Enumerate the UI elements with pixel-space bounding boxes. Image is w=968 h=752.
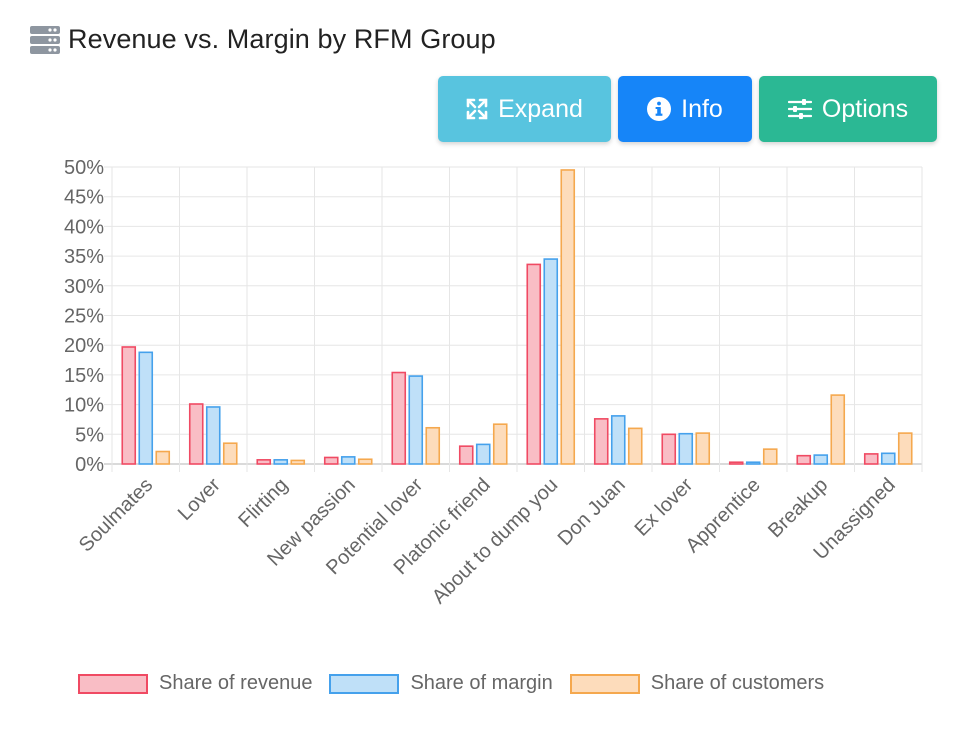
- legend-item-margin[interactable]: Share of margin: [329, 672, 553, 695]
- x-tick-label: Lover: [174, 474, 225, 525]
- bar-share-of-margin: [205, 406, 221, 465]
- bar-share-of-margin: [745, 461, 761, 465]
- bar-share-of-margin: [475, 443, 491, 465]
- y-tick-label: 20%: [64, 335, 104, 357]
- chart-toolbar: Expand Info Options: [438, 76, 937, 142]
- bar-share-of-customers: [560, 169, 576, 465]
- bar-share-of-margin: [273, 459, 289, 465]
- bar-share-of-customers: [695, 432, 711, 465]
- info-button[interactable]: Info: [618, 76, 752, 142]
- y-tick-label: 30%: [64, 276, 104, 298]
- bar-share-of-margin: [340, 456, 356, 465]
- legend-swatch-revenue: [78, 673, 148, 694]
- bar-share-of-customers: [155, 450, 171, 465]
- bar-share-of-margin: [138, 351, 154, 465]
- info-label: Info: [681, 94, 723, 123]
- bar-share-of-customers: [492, 423, 508, 465]
- y-tick-label: 35%: [64, 246, 104, 268]
- legend-item-revenue[interactable]: Share of revenue: [78, 672, 312, 695]
- bar-share-of-revenue: [728, 461, 744, 465]
- y-tick-label: 40%: [64, 216, 104, 238]
- bar-share-of-revenue: [661, 433, 677, 465]
- expand-button[interactable]: Expand: [438, 76, 611, 142]
- chart-header: Revenue vs. Margin by RFM Group: [30, 24, 496, 55]
- x-tick-label: Flirting: [234, 474, 292, 532]
- legend-swatch-margin: [329, 673, 400, 694]
- chart-legend: Share of revenue Share of margin Share o…: [78, 672, 841, 695]
- bar-share-of-revenue: [188, 403, 204, 465]
- y-tick-label: 45%: [64, 187, 104, 209]
- bar-share-of-margin: [408, 375, 424, 465]
- y-tick-label: 25%: [64, 306, 104, 328]
- expand-label: Expand: [498, 94, 583, 123]
- bar-share-of-revenue: [256, 459, 272, 465]
- bar-share-of-margin: [880, 452, 896, 465]
- legend-label: Share of revenue: [159, 672, 313, 694]
- bar-share-of-customers: [830, 394, 846, 465]
- chart-title: Revenue vs. Margin by RFM Group: [68, 24, 496, 54]
- bar-share-of-revenue: [391, 371, 407, 465]
- bar-share-of-revenue: [796, 454, 812, 465]
- bar-share-of-customers: [627, 427, 643, 465]
- bar-share-of-revenue: [323, 456, 339, 465]
- legend-swatch-customers: [569, 673, 640, 694]
- bar-share-of-revenue: [121, 346, 137, 465]
- x-tick-label: Breakup: [764, 474, 832, 542]
- x-tick-label: About to dump you: [428, 474, 562, 608]
- bar-share-of-customers: [290, 459, 306, 465]
- options-button[interactable]: Options: [759, 76, 937, 142]
- bar-share-of-margin: [813, 454, 829, 465]
- bar-share-of-margin: [678, 432, 694, 465]
- bar-share-of-revenue: [863, 453, 879, 465]
- y-tick-label: 10%: [64, 395, 104, 417]
- bar-share-of-customers: [762, 448, 778, 465]
- bar-share-of-customers: [222, 442, 238, 465]
- bar-share-of-margin: [543, 258, 559, 465]
- bar-chart: 0% 5% 10% 15% 20% 25% 30% 35% 40% 45% 50% Soulmates…: [64, 157, 923, 608]
- bar-share-of-revenue: [593, 418, 609, 465]
- x-tick-label: Soulmates: [75, 474, 157, 556]
- x-tick-label: Ex lover: [631, 474, 698, 541]
- y-tick-label: 50%: [64, 157, 104, 179]
- legend-item-customers[interactable]: Share of customers: [569, 672, 825, 695]
- bar-share-of-customers: [897, 432, 913, 465]
- sliders-icon: [787, 99, 812, 119]
- bar-share-of-customers: [357, 458, 373, 465]
- y-tick-label: 5%: [75, 424, 104, 446]
- server-icon: [30, 25, 60, 54]
- bar-share-of-revenue: [458, 445, 474, 465]
- bar-share-of-customers: [425, 426, 441, 465]
- options-label: Options: [821, 94, 909, 123]
- x-tick-label: Don Juan: [554, 474, 630, 550]
- legend-label: Share of margin: [410, 672, 553, 694]
- y-tick-label: 0%: [75, 454, 104, 476]
- bar-share-of-margin: [610, 415, 626, 465]
- bar-share-of-revenue: [526, 263, 542, 465]
- y-tick-label: 15%: [64, 365, 104, 387]
- expand-icon: [466, 98, 488, 120]
- info-icon: [647, 97, 672, 121]
- legend-label: Share of customers: [650, 672, 825, 694]
